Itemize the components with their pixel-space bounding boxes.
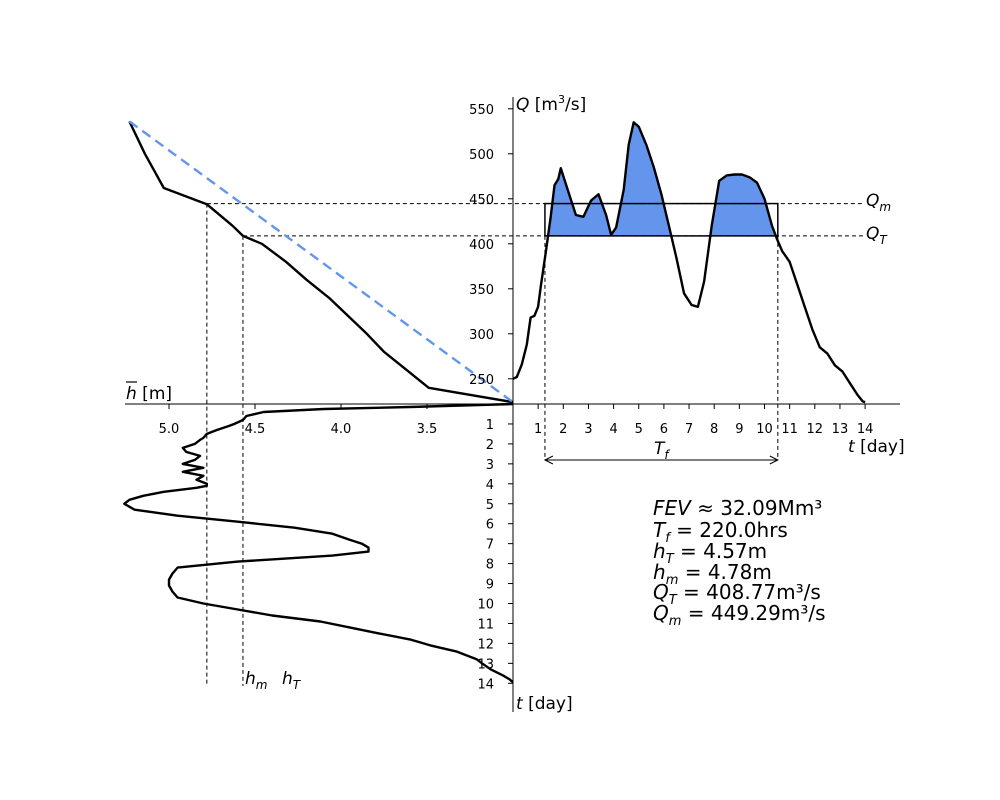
stat-qt: QT = 408.77m³/s xyxy=(653,580,821,608)
h-tick-label: 3.5 xyxy=(417,422,438,437)
t-tick-label-bottom: 5 xyxy=(486,498,494,513)
hm-label: hm xyxy=(245,669,267,692)
t-tick-label-bottom: 4 xyxy=(486,478,494,493)
t-tick-label-right: 8 xyxy=(710,422,718,437)
q-axis-label: Q [m3/s] xyxy=(516,93,586,115)
t-tick-label-right: 3 xyxy=(584,422,592,437)
q-tick-label: 450 xyxy=(469,193,494,208)
tf-label: Tf xyxy=(654,439,670,462)
h-tick-label: 5.0 xyxy=(159,422,180,437)
t-tick-label-right: 7 xyxy=(685,422,693,437)
t-tick-label-bottom: 12 xyxy=(477,637,494,652)
t-tick-label-right: 4 xyxy=(609,422,617,437)
t-axis-label-bottom: t [day] xyxy=(516,694,573,714)
t-tick-label-bottom: 8 xyxy=(486,558,494,573)
tf-arrow-left-head xyxy=(543,455,554,465)
linear-rating-line xyxy=(128,120,514,404)
t-tick-label-right: 2 xyxy=(559,422,567,437)
t-tick-label-bottom: 6 xyxy=(486,518,494,533)
t-tick-label-right: 10 xyxy=(756,422,773,437)
t-tick-label-bottom: 14 xyxy=(477,677,494,692)
t-tick-label-right: 9 xyxy=(735,422,743,437)
h-tick-label: 4.5 xyxy=(245,422,266,437)
stage-hydrograph-line xyxy=(123,402,514,684)
t-tick-label-right: 5 xyxy=(635,422,643,437)
statistics-block: FEV ≈ 32.09Mm³ Tf = 220.0hrs hT = 4.57m … xyxy=(653,496,826,629)
q-tick-label: 550 xyxy=(469,103,494,118)
flood-volume-area xyxy=(544,122,778,236)
q-tick-label: 400 xyxy=(469,238,494,253)
stat-tf: Tf = 220.0hrs xyxy=(653,518,788,546)
t-tick-label-bottom: 13 xyxy=(477,657,494,672)
q-tick-label: 250 xyxy=(469,373,494,388)
stat-ht: hT = 4.57m xyxy=(653,539,767,567)
t-tick-label-bottom: 11 xyxy=(477,617,494,632)
rating-curve-line xyxy=(128,120,514,404)
q-tick-label: 350 xyxy=(469,283,494,298)
guide-lines xyxy=(206,202,864,686)
t-tick-label-right: 6 xyxy=(660,422,668,437)
t-tick-label-right: 12 xyxy=(807,422,824,437)
flood-volume-fill xyxy=(544,122,778,236)
t-tick-label-bottom: 1 xyxy=(486,418,494,433)
qm-label: Qm xyxy=(866,191,891,214)
hydrograph-line xyxy=(512,121,866,404)
t-tick-label-right: 11 xyxy=(781,422,798,437)
t-tick-label-right: 14 xyxy=(857,422,874,437)
stat-fev: FEV ≈ 32.09Mm³ xyxy=(653,496,822,520)
q-tick-label: 300 xyxy=(469,328,494,343)
series-lines xyxy=(123,120,866,684)
t-tick-label-right: 13 xyxy=(832,422,849,437)
stat-hm: hm = 4.78m xyxy=(653,560,772,588)
threshold-rectangle xyxy=(544,202,779,237)
svg-text:h [m]: h [m] xyxy=(126,384,172,404)
t-tick-label-bottom: 10 xyxy=(477,598,494,613)
t-tick-label-bottom: 9 xyxy=(486,578,494,593)
qt-label: QT xyxy=(866,224,888,247)
t-tick-label-right: 1 xyxy=(534,422,542,437)
stat-qm: Qm = 449.29m³/s xyxy=(653,601,826,629)
q-tick-label: 500 xyxy=(469,148,494,163)
t-tick-label-bottom: 7 xyxy=(486,538,494,553)
ht-label: hT xyxy=(282,669,302,692)
t-axis-label-right: t [day] xyxy=(848,437,905,457)
h-axis-label: h [m] xyxy=(126,381,172,404)
tf-arrow-right-head xyxy=(769,455,779,465)
h-tick-label: 4.0 xyxy=(331,422,352,437)
t-tick-label-bottom: 3 xyxy=(486,458,494,473)
t-tick-label-bottom: 2 xyxy=(486,438,494,453)
